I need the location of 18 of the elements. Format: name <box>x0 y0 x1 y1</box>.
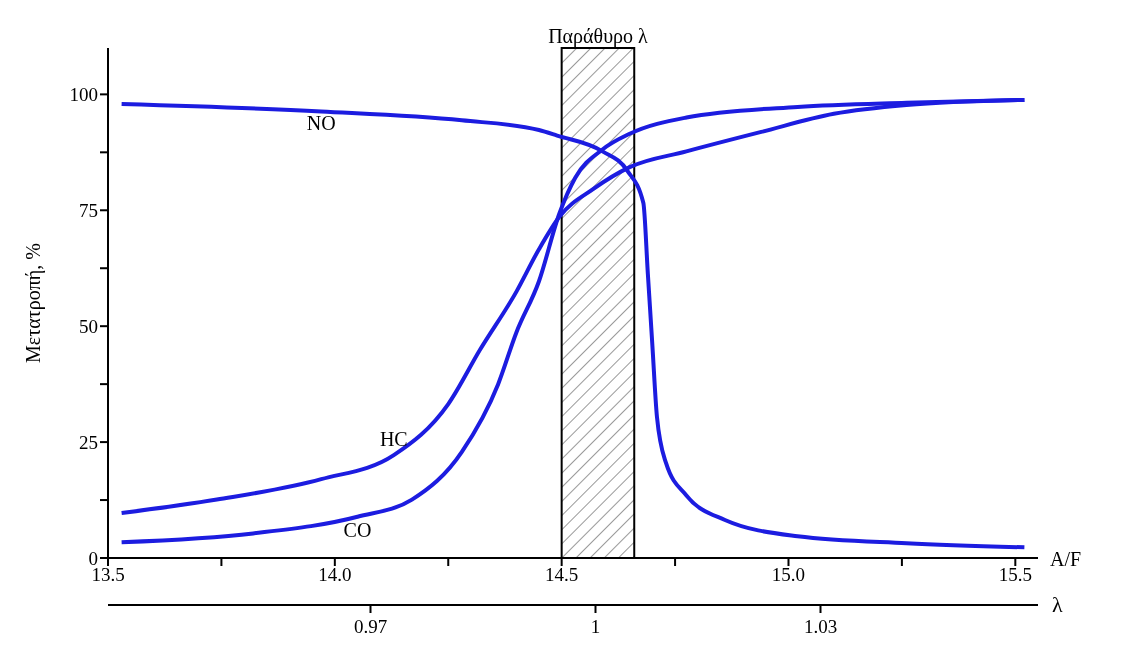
y-axis-title: Μετατροπή, % <box>22 243 46 363</box>
x2-axis-title: λ <box>1052 592 1063 617</box>
band-label: Παράθυρο λ <box>548 25 649 48</box>
series-label: HC <box>379 427 408 450</box>
x-tick-label: 15.5 <box>998 564 1032 586</box>
x2-tick-label: 1.03 <box>803 616 838 637</box>
x2-tick-label: 0.97 <box>353 616 388 637</box>
y-tick-label: 75 <box>79 200 98 222</box>
x-tick-label: 14.5 <box>545 564 579 586</box>
x2-tick-label: 1 <box>590 616 601 637</box>
x-tick-label: 14.0 <box>318 564 352 586</box>
y-tick-label: 50 <box>79 315 98 337</box>
y-tick-label: 25 <box>79 431 98 453</box>
y-tick-label: 100 <box>69 84 98 106</box>
series-label: NO <box>306 112 336 135</box>
x-axis-title: A/F <box>1050 547 1082 570</box>
series-label: CO <box>343 519 372 542</box>
x-tick-label: 15.0 <box>771 564 806 586</box>
